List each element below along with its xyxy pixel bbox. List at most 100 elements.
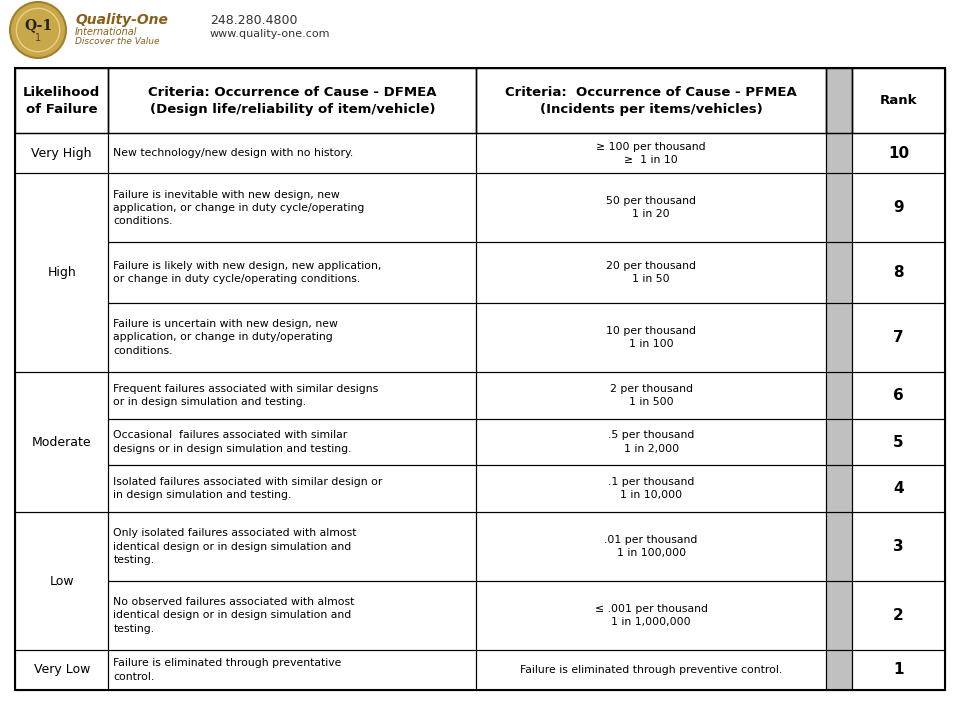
Bar: [15, 174, 108, 372]
Bar: [852, 242, 945, 303]
Text: Criteria:  Occurrence of Cause - PFMEA
(Incidents per items/vehicles): Criteria: Occurrence of Cause - PFMEA (I…: [505, 86, 797, 116]
Bar: [108, 512, 476, 581]
Bar: [476, 174, 826, 242]
Bar: [476, 68, 826, 133]
Bar: [826, 133, 852, 174]
Text: Very Low: Very Low: [34, 664, 90, 677]
Bar: [852, 418, 945, 465]
Text: 248.280.4800: 248.280.4800: [210, 14, 298, 27]
Text: Moderate: Moderate: [32, 436, 91, 449]
Bar: [108, 303, 476, 372]
Bar: [15, 372, 108, 512]
Text: .01 per thousand
1 in 100,000: .01 per thousand 1 in 100,000: [605, 535, 698, 558]
Bar: [826, 650, 852, 690]
Bar: [826, 465, 852, 512]
Bar: [852, 372, 945, 418]
Text: 1: 1: [893, 662, 903, 678]
Bar: [108, 465, 476, 512]
Bar: [108, 68, 476, 133]
Bar: [826, 303, 852, 372]
Text: ≤ .001 per thousand
1 in 1,000,000: ≤ .001 per thousand 1 in 1,000,000: [594, 604, 708, 627]
Text: ≥ 100 per thousand
≥  1 in 10: ≥ 100 per thousand ≥ 1 in 10: [596, 142, 706, 165]
Text: Very High: Very High: [32, 147, 92, 160]
Bar: [826, 512, 852, 581]
Bar: [852, 133, 945, 174]
Bar: [476, 372, 826, 418]
Bar: [476, 133, 826, 174]
Text: Discover the Value: Discover the Value: [75, 37, 159, 47]
Bar: [108, 242, 476, 303]
Text: 5: 5: [893, 434, 903, 449]
Bar: [108, 512, 476, 581]
Bar: [108, 133, 476, 174]
Bar: [476, 650, 826, 690]
Text: Q-1: Q-1: [24, 18, 52, 32]
Bar: [826, 581, 852, 650]
Bar: [826, 512, 852, 581]
Bar: [15, 372, 108, 512]
Bar: [852, 68, 945, 133]
Bar: [852, 512, 945, 581]
Bar: [826, 465, 852, 512]
Bar: [108, 581, 476, 650]
Text: 6: 6: [893, 388, 904, 402]
Ellipse shape: [10, 2, 66, 58]
Bar: [852, 512, 945, 581]
Bar: [826, 418, 852, 465]
Text: 50 per thousand
1 in 20: 50 per thousand 1 in 20: [606, 196, 696, 220]
Bar: [852, 174, 945, 242]
Text: 10 per thousand
1 in 100: 10 per thousand 1 in 100: [606, 326, 696, 349]
Bar: [826, 372, 852, 418]
Text: Quality-One: Quality-One: [75, 13, 168, 27]
Text: 2 per thousand
1 in 500: 2 per thousand 1 in 500: [610, 384, 692, 407]
Bar: [476, 418, 826, 465]
Bar: [108, 133, 476, 174]
Bar: [15, 68, 108, 133]
Bar: [852, 650, 945, 690]
Bar: [852, 303, 945, 372]
Bar: [108, 465, 476, 512]
Bar: [476, 133, 826, 174]
Text: Likelihood
of Failure: Likelihood of Failure: [23, 86, 101, 116]
Bar: [826, 133, 852, 174]
Text: Failure is inevitable with new design, new
application, or change in duty cycle/: Failure is inevitable with new design, n…: [113, 189, 365, 226]
Bar: [476, 68, 826, 133]
Text: Occasional  failures associated with similar
designs or in design simulation and: Occasional failures associated with simi…: [113, 431, 352, 454]
Text: Failure is uncertain with new design, new
application, or change in duty/operati: Failure is uncertain with new design, ne…: [113, 319, 338, 356]
Bar: [852, 650, 945, 690]
Text: 7: 7: [893, 330, 903, 345]
Text: .1 per thousand
1 in 10,000: .1 per thousand 1 in 10,000: [608, 477, 694, 500]
Bar: [826, 68, 852, 133]
Bar: [108, 174, 476, 242]
Bar: [108, 418, 476, 465]
Text: 1: 1: [35, 33, 41, 43]
Bar: [15, 650, 108, 690]
Bar: [852, 465, 945, 512]
Text: 8: 8: [893, 265, 903, 280]
Bar: [476, 418, 826, 465]
Bar: [826, 174, 852, 242]
Bar: [476, 242, 826, 303]
Bar: [476, 512, 826, 581]
Bar: [108, 650, 476, 690]
Bar: [108, 242, 476, 303]
Bar: [15, 133, 108, 174]
Bar: [15, 133, 108, 174]
Text: 10: 10: [888, 145, 909, 161]
Bar: [826, 650, 852, 690]
Bar: [15, 650, 108, 690]
Bar: [826, 418, 852, 465]
Bar: [108, 303, 476, 372]
Bar: [108, 418, 476, 465]
Bar: [476, 242, 826, 303]
Bar: [826, 372, 852, 418]
Text: 3: 3: [893, 539, 903, 554]
Bar: [826, 174, 852, 242]
Bar: [108, 372, 476, 418]
Bar: [15, 68, 945, 690]
Text: High: High: [47, 266, 76, 279]
Bar: [476, 303, 826, 372]
Text: International: International: [75, 27, 137, 37]
Text: New technology/new design with no history.: New technology/new design with no histor…: [113, 148, 353, 158]
Bar: [852, 581, 945, 650]
